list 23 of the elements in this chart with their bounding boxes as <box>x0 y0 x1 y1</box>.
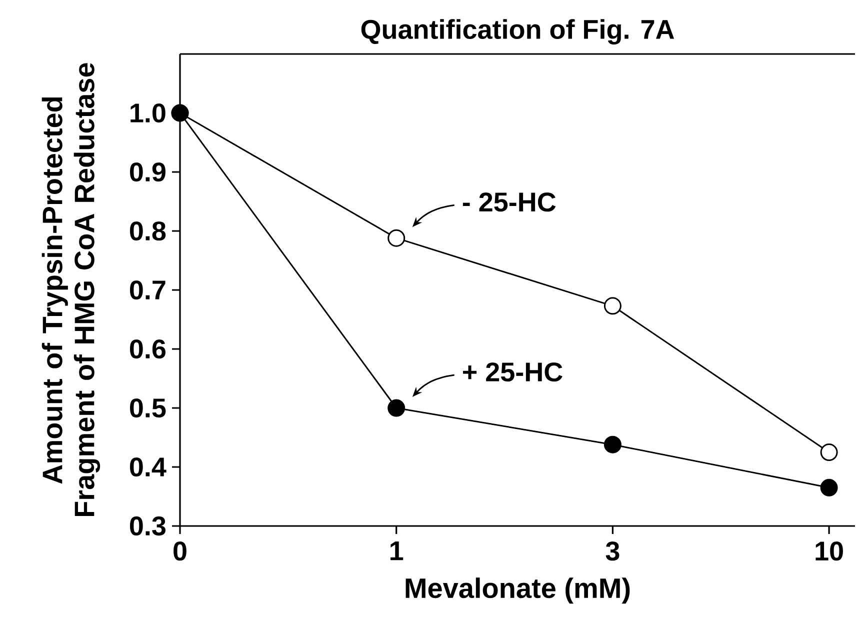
point <box>820 444 838 462</box>
legend-label: - 25-HC <box>462 192 556 212</box>
y-tick-label: 0.8 <box>130 221 166 241</box>
y-tick-label: 0.5 <box>130 398 166 418</box>
x-tick-label: 3 <box>606 542 620 561</box>
x-tick-label: 0 <box>174 542 186 561</box>
x-axis-title: Mevalonate (mM) <box>406 578 630 604</box>
point <box>388 399 406 417</box>
legend-label: + 25-HC <box>463 362 562 382</box>
y-tick-label: 0.6 <box>130 339 166 359</box>
y-tick-label: 1.0 <box>130 103 166 123</box>
y-tick-label: 0.3 <box>130 516 166 536</box>
point <box>820 478 838 496</box>
point <box>604 436 622 454</box>
x-tick-label: 10 <box>816 542 843 561</box>
y-tick-label: 0.9 <box>130 162 166 182</box>
chart-title: Quantification of Fig. 7A <box>361 19 674 44</box>
x-tick-label: 1 <box>390 542 404 560</box>
y-axis-title: Amount of Trypsin-Protected Fragment of HMG CoA Reductase <box>42 63 100 516</box>
point <box>388 229 406 247</box>
point <box>604 297 622 315</box>
y-tick-label: 0.7 <box>130 280 166 300</box>
y-tick-label: 0.4 <box>130 457 166 477</box>
